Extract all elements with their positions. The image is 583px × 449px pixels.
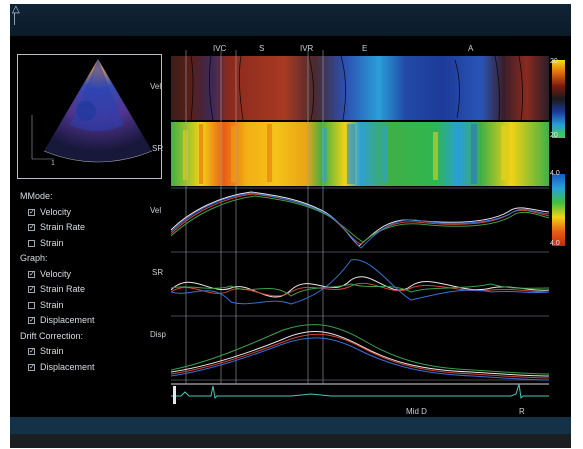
option-label: Strain bbox=[40, 299, 64, 310]
strain-rate-mmode-texture bbox=[183, 124, 506, 184]
echo-thumbnail[interactable]: 1 bbox=[17, 54, 162, 179]
options-panel: MMode: ✓ Velocity ✓ Strain Rate Strain Gra… bbox=[20, 189, 160, 375]
option-label: Displacement bbox=[40, 315, 95, 325]
velocity-colorbar bbox=[552, 60, 565, 138]
graph-strain-option[interactable]: Strain bbox=[20, 298, 160, 314]
row-label-vel-graph: Vel bbox=[150, 206, 162, 215]
option-label: Strain bbox=[40, 237, 64, 248]
bottom-status-bar bbox=[10, 417, 571, 434]
graph-displacement-option[interactable]: ✓ Displacement bbox=[20, 313, 160, 329]
drift-section-title: Drift Correction: bbox=[20, 330, 84, 341]
checkbox-checked-icon[interactable]: ✓ bbox=[28, 224, 35, 232]
velocity-colorbar-top-label: 20 bbox=[550, 58, 558, 65]
option-label: Strain Rate bbox=[40, 222, 86, 232]
velocity-mmode-band bbox=[171, 56, 549, 120]
top-toolbar: △ │ bbox=[10, 4, 571, 36]
velocity-traces bbox=[171, 191, 549, 249]
graph-grid bbox=[171, 187, 549, 381]
checkbox-checked-icon[interactable]: ✓ bbox=[28, 286, 35, 294]
row-label-disp-graph: Disp bbox=[150, 330, 167, 339]
probe-icon: △ │ bbox=[12, 4, 20, 25]
checkbox-checked-icon[interactable]: ✓ bbox=[28, 348, 35, 356]
strain-rate-traces bbox=[171, 259, 549, 305]
footer-bar bbox=[10, 434, 571, 448]
tissue-doppler-plot[interactable] bbox=[171, 40, 549, 417]
drift-displacement-option[interactable]: ✓ Displacement bbox=[20, 360, 160, 376]
phase-label-ivc: IVC bbox=[213, 44, 227, 53]
mmode-velocity-option[interactable]: ✓ Velocity bbox=[20, 205, 160, 221]
velocity-colorbar-bottom-label: 20 bbox=[550, 132, 558, 139]
phase-markers bbox=[185, 50, 324, 402]
echo-sector-image: 1 bbox=[31, 59, 153, 167]
checkbox-checked-icon[interactable]: ✓ bbox=[28, 270, 35, 278]
mmode-section-title: MMode: bbox=[20, 191, 53, 201]
phase-label-e: E bbox=[362, 44, 368, 53]
row-label-sr-graph: SR bbox=[152, 268, 164, 277]
checkbox-checked-icon[interactable]: ✓ bbox=[28, 363, 35, 371]
row-label-sr-mmode: SR bbox=[152, 144, 164, 153]
thumbnail-label: 1 bbox=[51, 160, 55, 167]
checkbox-checked-icon[interactable]: ✓ bbox=[28, 208, 35, 216]
graph-velocity-option[interactable]: ✓ Velocity bbox=[20, 267, 160, 283]
bottom-label-r: R bbox=[519, 407, 525, 416]
option-label: Velocity bbox=[40, 206, 72, 217]
strain-rate-colorbar-bottom-label: 4.0 bbox=[550, 240, 560, 247]
bottom-label-mid-d: Mid D bbox=[406, 407, 427, 416]
ecg-strip-background bbox=[171, 384, 549, 406]
graph-strain-rate-option[interactable]: ✓ Strain Rate bbox=[20, 282, 160, 298]
strain-rate-mmode-band bbox=[171, 122, 549, 186]
displacement-traces bbox=[171, 324, 549, 381]
ecg-trace bbox=[171, 383, 549, 400]
strain-rate-colorbar bbox=[552, 174, 565, 246]
checkbox-unchecked-icon[interactable] bbox=[28, 301, 35, 309]
mmode-strain-option[interactable]: Strain bbox=[20, 236, 160, 252]
mmode-strain-rate-option[interactable]: ✓ Strain Rate bbox=[20, 220, 160, 236]
velocity-mmode-contours bbox=[190, 55, 523, 121]
option-label: Strain bbox=[40, 346, 64, 356]
phase-label-ivr: IVR bbox=[300, 44, 314, 53]
ecg-cursor[interactable] bbox=[173, 386, 176, 404]
row-label-vel-mmode: Vel bbox=[150, 82, 162, 91]
echo-screen: △ │ 1 MMode: ✓ Velocity ✓ Strain Rate bbox=[10, 4, 571, 448]
phase-label-a: A bbox=[468, 44, 474, 53]
strain-rate-colorbar-top-label: 4.0 bbox=[550, 170, 560, 177]
graph-section-title: Graph: bbox=[20, 253, 48, 263]
option-label: Velocity bbox=[40, 268, 72, 279]
drift-strain-option[interactable]: ✓ Strain bbox=[20, 344, 160, 360]
checkbox-unchecked-icon[interactable] bbox=[28, 239, 35, 247]
checkbox-checked-icon[interactable]: ✓ bbox=[28, 317, 35, 325]
phase-label-s: S bbox=[259, 44, 265, 53]
option-label: Strain Rate bbox=[40, 284, 86, 294]
option-label: Displacement bbox=[40, 361, 95, 372]
